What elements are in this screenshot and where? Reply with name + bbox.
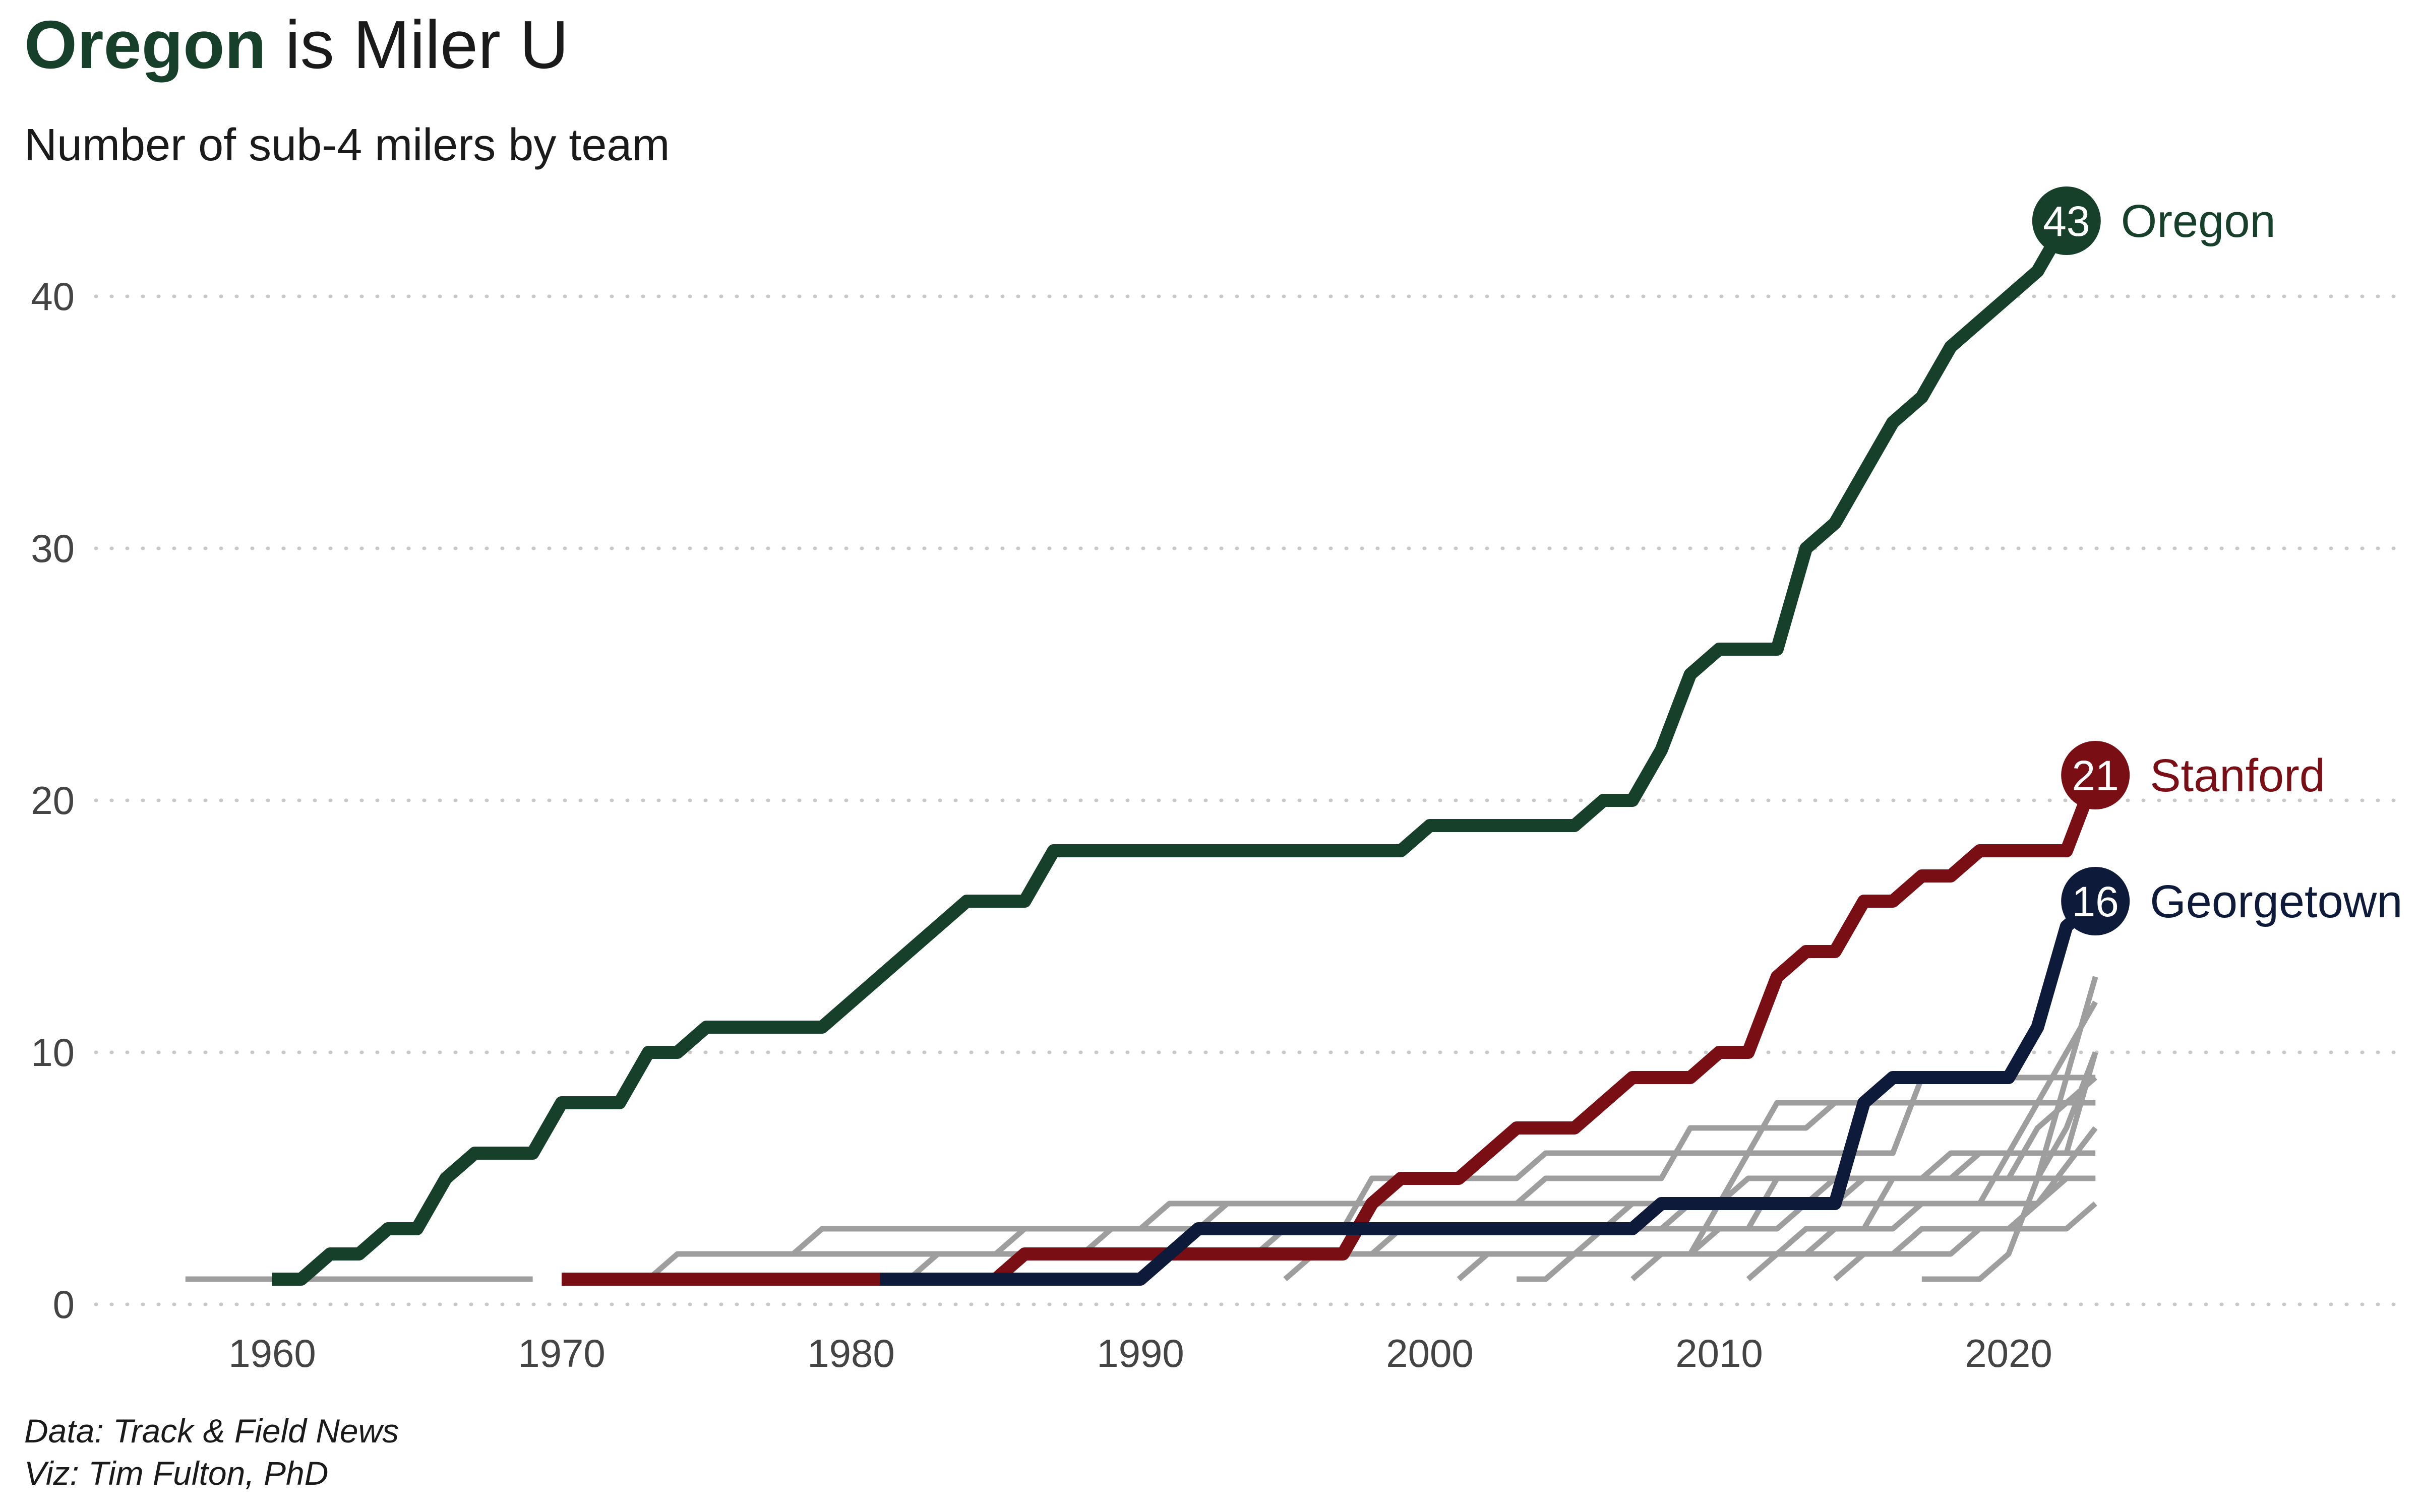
y-axis-ticks: 0 10 20 30 40 xyxy=(31,274,75,1327)
highlighted-team-lines xyxy=(272,217,2102,1286)
title-rest: is Miler U xyxy=(266,7,569,83)
oregon-end-value: 43 xyxy=(2043,198,2090,245)
other-team-line xyxy=(1921,976,2098,1282)
other-team-line xyxy=(1630,1175,2096,1282)
y-tick-label: 0 xyxy=(53,1282,75,1327)
x-tick-label: 1990 xyxy=(1097,1331,1184,1375)
other-team-line xyxy=(1746,1126,2098,1282)
georgetown-end-value: 16 xyxy=(2072,878,2119,925)
x-axis-ticks: 1960 1970 1980 1990 2000 2010 2020 xyxy=(228,1331,2052,1375)
other-team-line xyxy=(1517,1051,2098,1282)
x-tick-label: 2000 xyxy=(1386,1331,1474,1375)
y-tick-label: 20 xyxy=(31,778,75,823)
georgetown-end-marker xyxy=(2061,867,2130,935)
georgetown-end-label: Georgetown xyxy=(2150,876,2402,927)
stanford-line xyxy=(562,773,2102,1286)
oregon-end-label: Oregon xyxy=(2121,196,2276,247)
title-team: Oregon xyxy=(24,7,266,83)
x-tick-label: 1960 xyxy=(228,1331,316,1375)
stanford-end-value: 21 xyxy=(2072,752,2119,799)
caption-source: Data: Track & Field News xyxy=(24,1412,399,1450)
end-labels: 43 Oregon 21 Stanford 16 Georgetown xyxy=(2032,186,2402,935)
other-teams-lines xyxy=(185,976,2098,1282)
georgetown-line xyxy=(880,896,2100,1286)
y-tick-label: 10 xyxy=(31,1030,75,1075)
caption-viz: Viz: Tim Fulton, PhD xyxy=(24,1455,328,1492)
x-tick-label: 2020 xyxy=(1965,1331,2052,1375)
oregon-end-marker xyxy=(2032,186,2101,255)
y-tick-label: 40 xyxy=(31,274,75,319)
x-tick-label: 2010 xyxy=(1675,1331,1763,1375)
stanford-end-marker xyxy=(2061,741,2130,809)
other-team-line xyxy=(1457,1000,2098,1282)
chart-title: Oregon is Miler U xyxy=(24,7,569,83)
other-team-line xyxy=(646,1100,2096,1282)
x-tick-label: 1980 xyxy=(807,1331,895,1375)
x-tick-label: 1970 xyxy=(518,1331,606,1375)
other-team-line xyxy=(1833,1201,2097,1282)
oregon-line xyxy=(272,217,2073,1286)
chart-subtitle: Number of sub-4 milers by team xyxy=(24,120,670,170)
other-team-line xyxy=(1080,1100,2096,1256)
stanford-end-label: Stanford xyxy=(2150,750,2325,801)
y-tick-label: 30 xyxy=(31,526,75,571)
